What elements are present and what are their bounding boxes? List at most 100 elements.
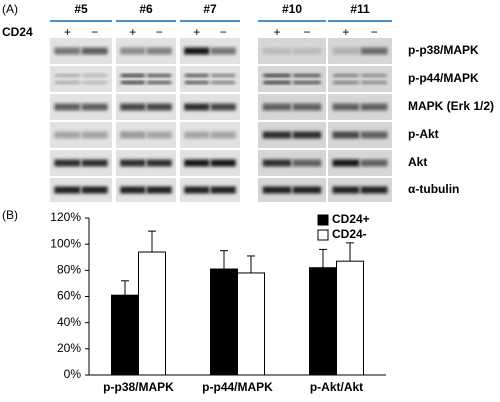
blot-band bbox=[81, 103, 108, 111]
blot-band bbox=[82, 81, 108, 84]
blot-band bbox=[360, 131, 388, 139]
blot-band bbox=[210, 103, 236, 111]
blot-band bbox=[361, 74, 387, 77]
sample-label: #11 bbox=[350, 2, 370, 16]
blot-band bbox=[120, 74, 145, 77]
y-tick-label: 100% bbox=[50, 236, 81, 250]
protein-label: MAPK (Erk 1/2) bbox=[408, 99, 494, 113]
blot-band bbox=[211, 81, 236, 84]
legend-swatch bbox=[317, 229, 329, 241]
sample-label: #7 bbox=[203, 2, 217, 16]
x-tick-label: p-Akt/Akt bbox=[310, 380, 363, 394]
blot-band bbox=[293, 81, 321, 84]
blot-band bbox=[262, 103, 292, 111]
blot-band bbox=[81, 131, 108, 139]
cd24-sign: + bbox=[274, 25, 281, 39]
blot-band bbox=[54, 103, 81, 111]
cd24-sign: + bbox=[342, 25, 349, 39]
protein-label: p-Akt bbox=[408, 127, 439, 141]
blot-band bbox=[120, 186, 146, 194]
blot-band bbox=[292, 103, 322, 111]
blot-band bbox=[120, 131, 146, 139]
blot-band bbox=[332, 103, 360, 111]
blot-background bbox=[116, 66, 176, 92]
blot-band bbox=[211, 74, 236, 77]
blot-band bbox=[120, 47, 146, 55]
blot-band bbox=[332, 47, 360, 55]
blot-band bbox=[120, 81, 145, 84]
blot-band bbox=[210, 47, 236, 55]
blot-band bbox=[54, 131, 81, 139]
blot-band bbox=[54, 74, 80, 77]
blot-band bbox=[82, 74, 108, 77]
blot-band bbox=[210, 186, 236, 194]
blot-band bbox=[292, 131, 322, 139]
blot-band bbox=[54, 47, 81, 55]
blot-band bbox=[184, 186, 210, 194]
blot-band bbox=[263, 74, 291, 77]
protein-label: p-p38/MAPK bbox=[408, 43, 479, 57]
blot-band bbox=[146, 47, 172, 55]
blot-background bbox=[328, 66, 392, 92]
blot-band bbox=[262, 159, 292, 167]
protein-label: Akt bbox=[408, 155, 427, 169]
sample-label: #5 bbox=[74, 2, 88, 16]
blot-band bbox=[147, 81, 172, 84]
blot-band bbox=[262, 47, 292, 55]
bar bbox=[336, 260, 364, 376]
sample-label: #10 bbox=[282, 2, 302, 16]
blot-band bbox=[146, 186, 172, 194]
cd24-sign: − bbox=[303, 25, 310, 39]
blot-band bbox=[293, 74, 321, 77]
blot-band bbox=[333, 81, 359, 84]
blot-band bbox=[81, 159, 108, 167]
blot-band bbox=[146, 103, 172, 111]
cd24-sign: − bbox=[156, 25, 163, 39]
cd24-sign: + bbox=[129, 25, 136, 39]
y-tick-label: 40% bbox=[57, 315, 81, 329]
blot-band bbox=[263, 81, 291, 84]
panel-label: (A) bbox=[2, 2, 18, 16]
y-tick-label: 60% bbox=[57, 289, 81, 303]
blot-band bbox=[332, 159, 360, 167]
blot-band bbox=[54, 81, 80, 84]
blot-band bbox=[332, 186, 360, 194]
x-tick-label: p-p38/MAPK bbox=[103, 380, 174, 394]
blot-band bbox=[292, 159, 322, 167]
cd24-sign: − bbox=[371, 25, 378, 39]
blot-band bbox=[81, 47, 108, 55]
cd24-sign: − bbox=[91, 25, 98, 39]
y-tick-label: 0% bbox=[64, 367, 82, 381]
blot-band bbox=[292, 186, 322, 194]
blot-band bbox=[210, 159, 236, 167]
blot-band bbox=[54, 159, 81, 167]
blot-band bbox=[333, 74, 359, 77]
blot-band bbox=[184, 74, 209, 77]
cd24-sign: − bbox=[220, 25, 227, 39]
blot-band bbox=[81, 186, 108, 194]
bar bbox=[309, 267, 337, 376]
bar bbox=[111, 294, 139, 376]
y-tick-label: 80% bbox=[57, 263, 81, 277]
blot-band bbox=[361, 81, 387, 84]
legend-label: CD24+ bbox=[332, 212, 370, 226]
bar bbox=[138, 251, 166, 376]
legend-swatch bbox=[317, 214, 329, 226]
cd24-sign: + bbox=[64, 25, 71, 39]
cd24-sign: + bbox=[193, 25, 200, 39]
blot-band bbox=[184, 103, 210, 111]
blot-band bbox=[120, 103, 146, 111]
blot-band bbox=[360, 103, 388, 111]
blot-band bbox=[292, 47, 322, 55]
bar bbox=[237, 272, 265, 376]
blot-band bbox=[262, 131, 292, 139]
blot-band bbox=[54, 186, 81, 194]
blot-band bbox=[184, 131, 210, 139]
blot-band bbox=[146, 159, 172, 167]
blot-background bbox=[50, 66, 112, 92]
bar bbox=[210, 268, 238, 376]
blot-band bbox=[147, 74, 172, 77]
blot-band bbox=[184, 81, 209, 84]
blot-band bbox=[360, 47, 388, 55]
blot-band bbox=[184, 159, 210, 167]
